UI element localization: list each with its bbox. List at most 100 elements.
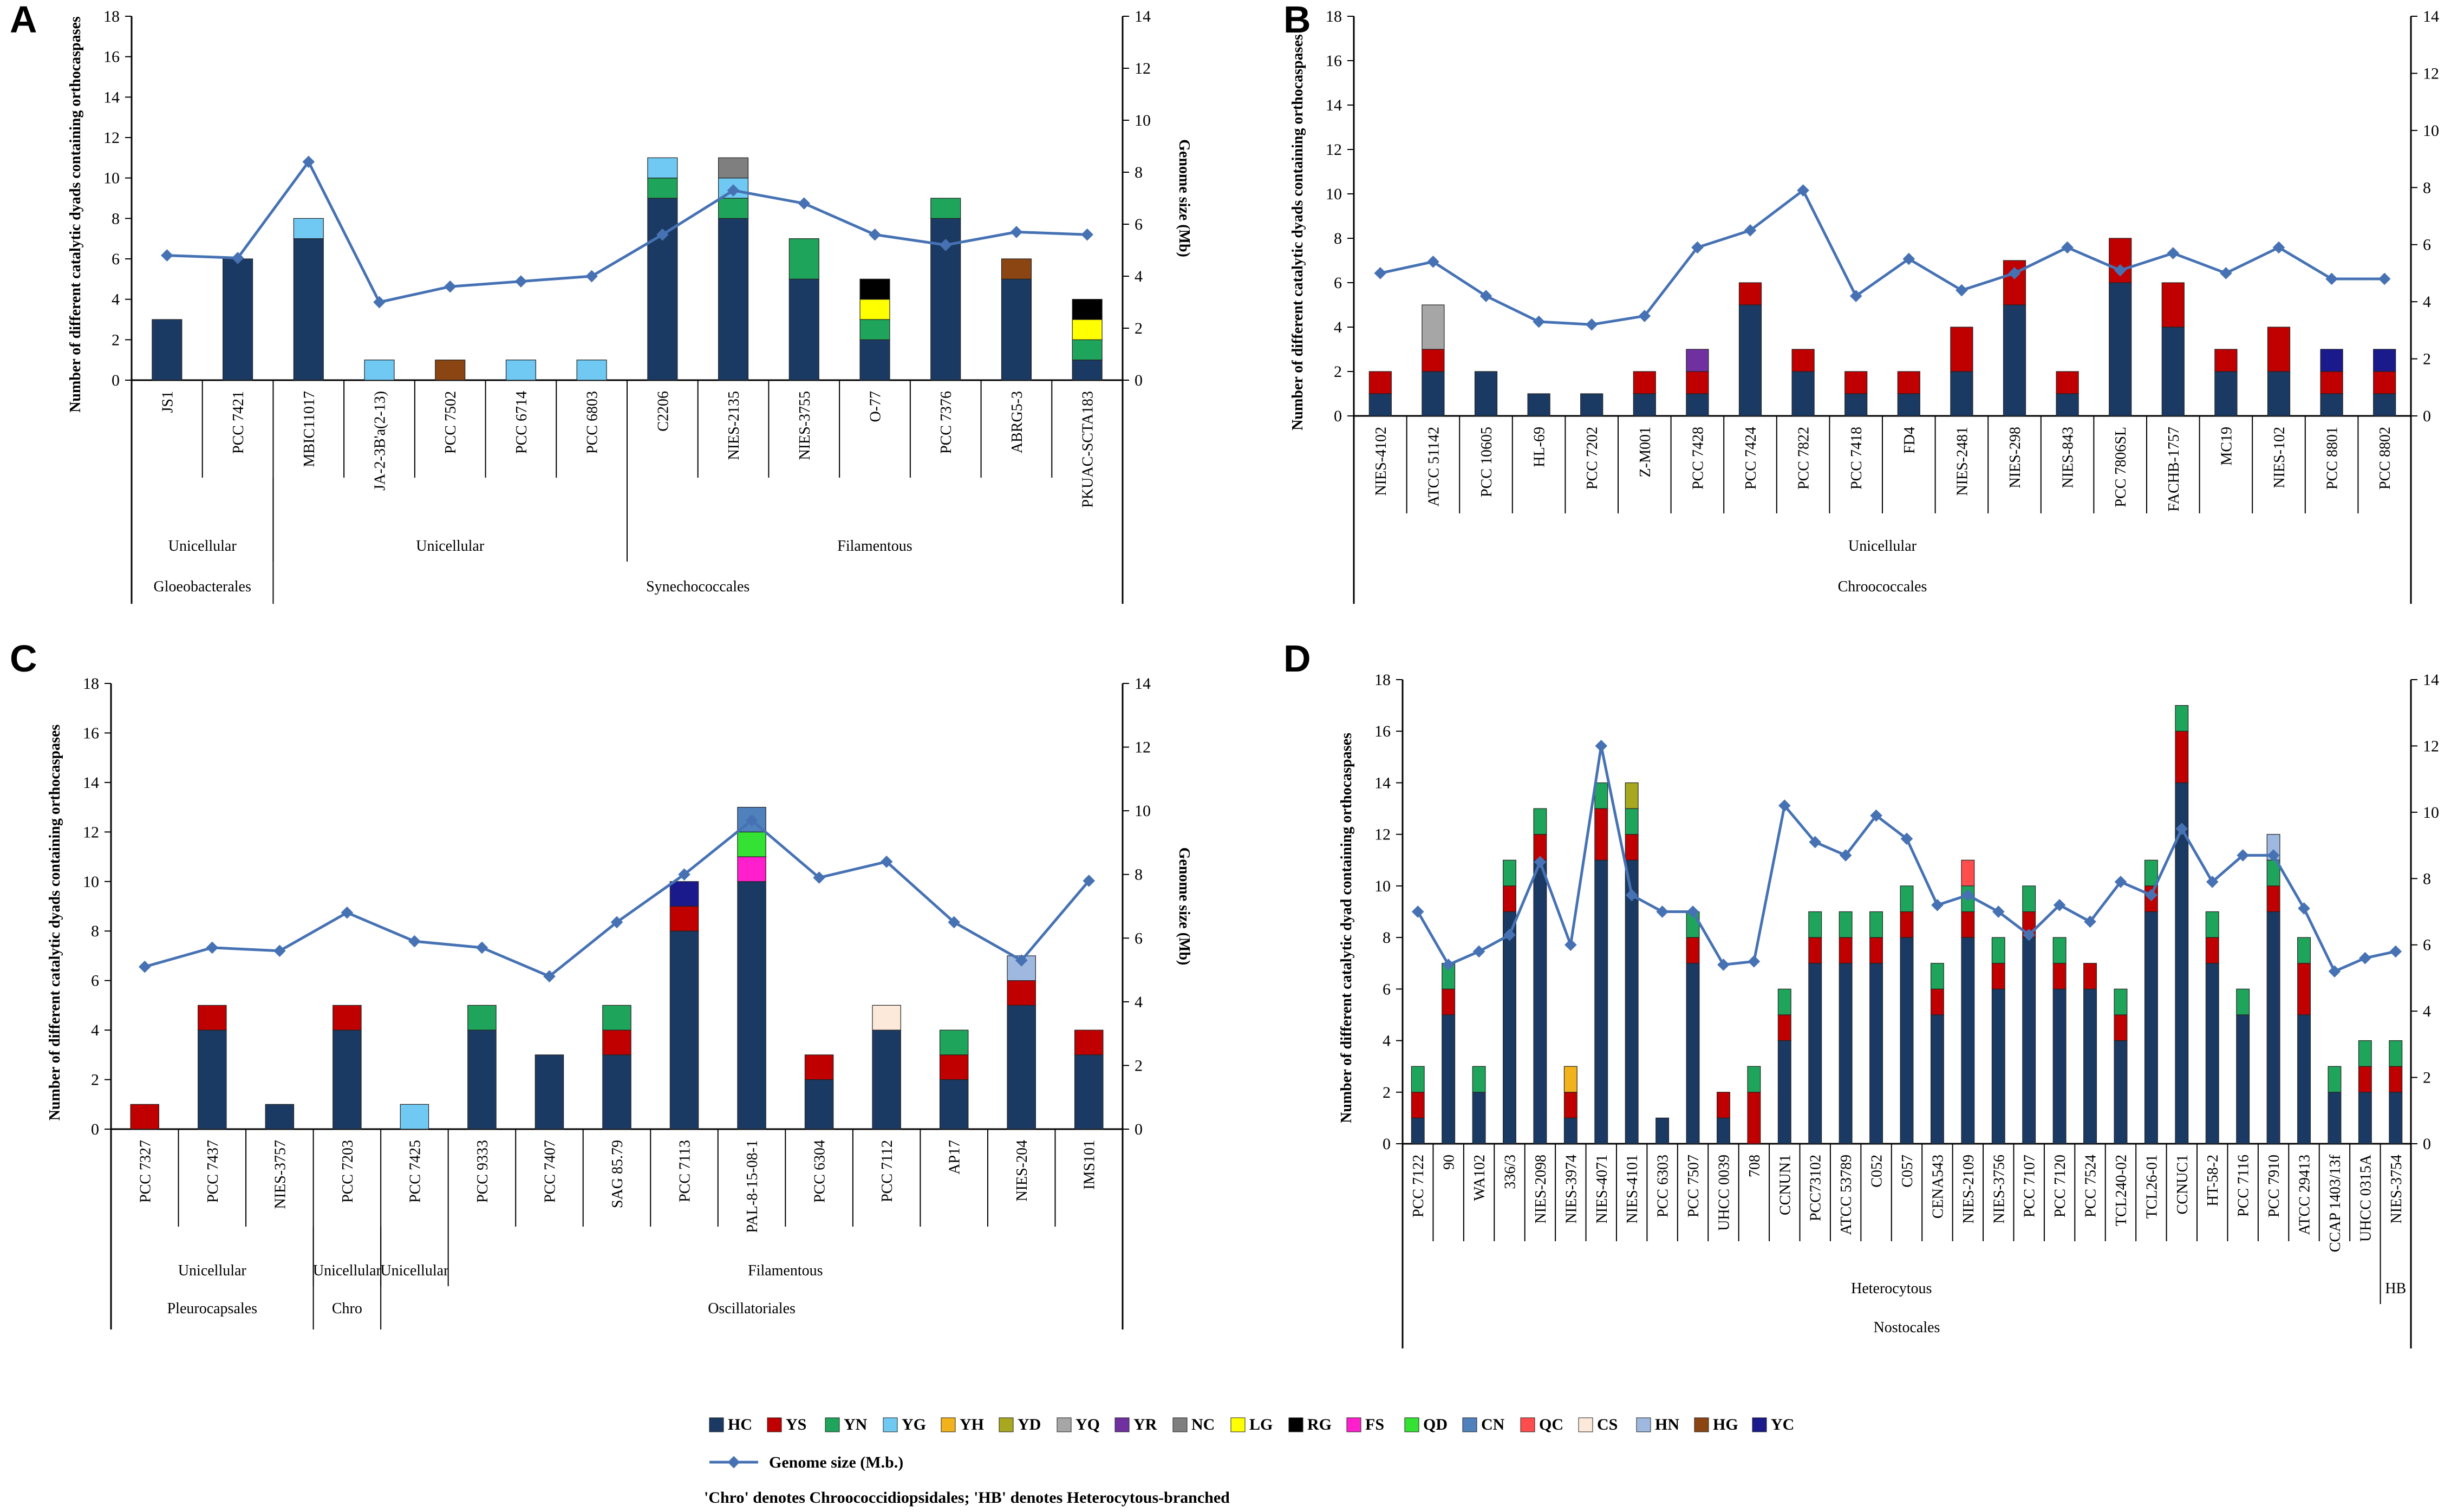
panel-letter: B	[1283, 0, 1311, 41]
genome-size-point	[2328, 965, 2341, 977]
genome-size-point	[656, 228, 669, 241]
y-axis-label: Number of different catalytic dyad conta…	[1338, 733, 1355, 1123]
category-label: 90	[1441, 1155, 1458, 1170]
genome-size-point	[2389, 945, 2402, 958]
category-label: PCC 7202	[1584, 427, 1601, 490]
genome-size-point	[1691, 241, 1704, 254]
bar-segment-yn	[1411, 1066, 1425, 1093]
bar-segment-ys	[2297, 963, 2311, 1015]
left-tick-label: 12	[83, 823, 99, 841]
legend-label-yh: YH	[960, 1416, 984, 1433]
category-label: PCC 7107	[2022, 1155, 2038, 1217]
right-tick-label: 0	[2423, 1135, 2431, 1153]
bar-segment-ys	[1844, 371, 1868, 394]
legend-label-qc: QC	[1539, 1416, 1563, 1433]
bar-segment-yg	[293, 218, 324, 239]
right-tick-label: 4	[2423, 1002, 2431, 1020]
genome-size-point	[678, 868, 690, 881]
bar-segment-ys	[1961, 911, 1975, 938]
bar-segment-hc	[1007, 1005, 1036, 1130]
bar-segment-yn	[2175, 705, 2189, 732]
genome-size-point	[2175, 823, 2188, 835]
genome-size-point	[1472, 945, 1485, 958]
genome-size-point	[1503, 929, 1516, 941]
legend-label-lg: LG	[1249, 1416, 1273, 1433]
left-tick-label: 8	[1334, 230, 1342, 247]
bar-segment-yn	[1072, 339, 1103, 361]
genome-size-point	[1839, 849, 1852, 862]
bar-segment-yn	[2022, 885, 2036, 913]
panel-c: C 0 2 4 6 8 10 12 14 16 18 0 2 4 6 8 10 12 14 Number of dif…	[10, 637, 1192, 1329]
bar-segment-hc	[1594, 859, 1608, 1144]
bar-segment-hc	[1897, 393, 1920, 416]
left-tick-label: 4	[112, 291, 120, 309]
bar-segment-ys	[1950, 327, 1973, 372]
group-label: Filamentous	[837, 538, 912, 555]
group-label: Chro	[332, 1300, 362, 1317]
bar-segment-ys	[2114, 1014, 2128, 1041]
genome-size-point	[1533, 315, 1545, 328]
genome-size-point	[341, 906, 354, 919]
category-label: FACHB-1757	[2166, 427, 2182, 512]
bar-segment-hc	[1422, 371, 1445, 416]
left-tick-label: 6	[91, 972, 99, 990]
group-label: Pleurocapsales	[167, 1300, 257, 1317]
category-label: NIES-2109	[1960, 1155, 1977, 1224]
genome-size-point	[869, 228, 881, 241]
category-label: NIES-2098	[1533, 1155, 1549, 1224]
category-label: PKUAC-SCTA183	[1080, 391, 1097, 508]
bar-segment-yn	[2052, 937, 2067, 964]
bar-segment-hc	[265, 1104, 295, 1130]
genome-size-point	[2378, 272, 2391, 285]
right-tick-label: 10	[1135, 802, 1151, 820]
bar-segment-rg	[1072, 299, 1103, 320]
bar-segment-hc	[2389, 1092, 2403, 1144]
bar-segment-yc	[669, 881, 699, 907]
genome-size-point	[1870, 809, 1882, 822]
category-label: PCC 7112	[879, 1140, 896, 1202]
genome-size-point	[161, 249, 173, 262]
bar-segment-yn	[1930, 963, 1944, 989]
legend-label-yn: YN	[844, 1416, 868, 1433]
bar-segment-yn	[467, 1005, 497, 1031]
category-label: NIES-3755	[797, 391, 813, 460]
group-label: Synechococcales	[646, 578, 749, 595]
left-tick-label: 6	[1383, 980, 1391, 998]
bar-segment-hg	[435, 360, 466, 381]
bar-segment-hc	[2214, 371, 2238, 416]
genome-size-line	[144, 818, 1090, 978]
bar-segment-yn	[718, 198, 749, 219]
legend-swatch-hn	[1636, 1417, 1651, 1432]
bar-segment-hc	[1930, 1014, 1944, 1144]
bar-segment-hc	[2022, 937, 2036, 1144]
left-tick-label: 0	[91, 1120, 99, 1138]
category-label: PCC73102	[1808, 1155, 1824, 1221]
bar-segment-ys	[198, 1005, 227, 1031]
bar-segment-hc	[872, 1029, 901, 1130]
genome-size-point	[1015, 954, 1028, 967]
bar-segment-hc	[647, 198, 678, 381]
left-tick-label: 8	[91, 922, 99, 940]
genome-size-point	[408, 935, 421, 948]
legend-swatch-ys	[767, 1417, 782, 1432]
genome-size-point	[948, 916, 960, 929]
bar-segment-hc	[2267, 371, 2291, 416]
genome-size-point	[798, 197, 811, 210]
genome-size-point	[1638, 310, 1651, 322]
category-label: NIES-298	[2007, 427, 2024, 488]
right-tick-label: 0	[1135, 1120, 1143, 1138]
left-tick-label: 8	[1383, 929, 1391, 947]
bar-segment-hc	[2205, 963, 2219, 1144]
legend-label-hg: HG	[1713, 1416, 1738, 1433]
genome-size-point	[1585, 318, 1598, 331]
bar-segment-yn	[1808, 911, 1822, 938]
genome-size-line	[1380, 188, 2385, 326]
category-label: MC19	[2218, 427, 2235, 466]
panel-a: A 0 2 4 6 8 10 12 14 16 18 0 2 4 6 8 10 12 14 Number of dif…	[10, 0, 1192, 604]
genome-size-point	[585, 270, 598, 283]
bar-segment-hc	[2083, 988, 2097, 1144]
genome-size-point	[1479, 290, 1492, 302]
legend-genome-label: Genome size (M.b.)	[769, 1454, 903, 1471]
genome-size-point	[2053, 898, 2066, 911]
genome-size-point	[2220, 267, 2232, 279]
